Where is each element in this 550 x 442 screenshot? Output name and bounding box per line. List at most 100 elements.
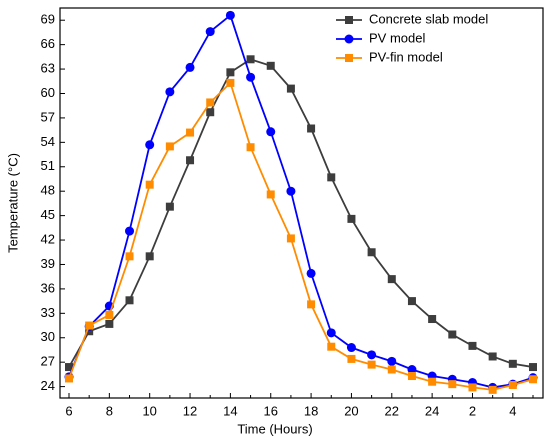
y-tick-label: 30	[41, 329, 55, 344]
point	[468, 383, 477, 392]
point	[306, 268, 316, 278]
point	[246, 143, 255, 152]
y-tick-label: 48	[41, 183, 55, 198]
point	[344, 34, 354, 44]
point	[165, 202, 174, 211]
point	[387, 365, 396, 374]
point	[65, 374, 73, 383]
series-line	[68, 58, 534, 368]
x-tick-label: 2	[469, 403, 476, 418]
y-tick-label: 54	[41, 134, 55, 149]
point	[407, 372, 416, 381]
x-tick-label: 6	[65, 403, 72, 418]
x-tick-label: 24	[425, 403, 439, 418]
x-tick-label: 20	[344, 403, 358, 418]
y-tick-label: 63	[41, 61, 55, 76]
point	[286, 234, 295, 243]
y-tick-label: 27	[41, 354, 55, 369]
point	[345, 54, 353, 62]
point	[346, 343, 356, 353]
point	[508, 359, 517, 368]
point	[85, 321, 94, 330]
legend-label: PV model	[369, 30, 425, 45]
series-line	[68, 13, 534, 389]
x-tick-label: 22	[385, 403, 399, 418]
point	[286, 84, 295, 93]
plot-frame	[59, 7, 544, 399]
point	[165, 87, 175, 97]
point	[246, 55, 255, 64]
point	[307, 300, 316, 309]
point	[327, 173, 336, 182]
point	[529, 363, 537, 372]
point	[226, 68, 235, 77]
legend-label: PV-fin model	[369, 49, 443, 64]
point	[65, 363, 73, 372]
point	[347, 214, 356, 223]
point	[448, 380, 457, 389]
point	[145, 180, 154, 189]
point	[387, 356, 397, 366]
point	[428, 315, 437, 324]
point	[367, 248, 376, 257]
x-tick-label: 4	[509, 403, 516, 418]
y-axis-label: Temperature (°C)	[5, 153, 20, 253]
point	[105, 310, 114, 319]
y-tick-label: 36	[41, 280, 55, 295]
series-line	[68, 81, 534, 391]
point	[347, 354, 356, 363]
point	[165, 142, 174, 151]
point	[468, 341, 477, 350]
point	[286, 186, 296, 196]
point	[125, 296, 134, 305]
point	[226, 78, 235, 87]
point	[367, 350, 377, 360]
point	[125, 226, 135, 236]
point	[266, 127, 276, 137]
y-tick-label: 57	[41, 109, 55, 124]
point	[206, 98, 215, 107]
y-tick-label: 42	[41, 231, 55, 246]
point	[407, 365, 417, 375]
point	[488, 352, 497, 361]
point	[185, 62, 195, 72]
point	[105, 319, 114, 328]
y-tick-label: 51	[41, 158, 55, 173]
point	[266, 190, 275, 199]
x-axis-label: Time (Hours)	[237, 421, 312, 436]
y-tick-label: 24	[41, 378, 55, 393]
point	[266, 61, 275, 70]
point	[448, 330, 457, 339]
point	[145, 252, 154, 261]
x-tick-label: 18	[304, 403, 318, 418]
y-tick-label: 39	[41, 256, 55, 271]
point	[145, 140, 155, 150]
point	[327, 342, 336, 351]
point	[407, 297, 416, 306]
x-tick-label: 14	[223, 403, 237, 418]
point	[186, 156, 195, 165]
x-tick-label: 8	[106, 403, 113, 418]
point	[345, 16, 353, 24]
point	[307, 124, 316, 133]
point	[387, 275, 396, 284]
x-tick-label: 12	[183, 403, 197, 418]
point	[367, 360, 376, 369]
x-tick-label: 16	[264, 403, 278, 418]
point	[225, 10, 235, 20]
point	[326, 328, 336, 338]
point	[488, 385, 497, 394]
point	[85, 327, 94, 336]
y-tick-label: 45	[41, 207, 55, 222]
point	[186, 128, 195, 137]
x-tick-label: 10	[142, 403, 156, 418]
point	[125, 252, 134, 261]
legend-label: Concrete slab model	[369, 11, 488, 26]
point	[205, 27, 215, 37]
point	[508, 380, 517, 389]
y-tick-label: 69	[41, 12, 55, 27]
point	[428, 377, 437, 386]
point	[206, 108, 215, 117]
y-tick-label: 60	[41, 85, 55, 100]
